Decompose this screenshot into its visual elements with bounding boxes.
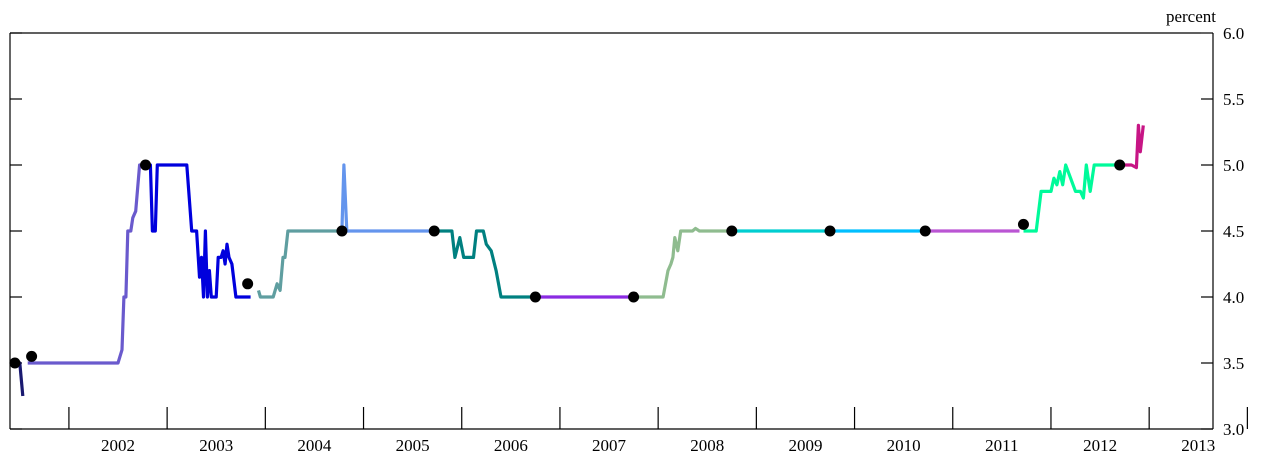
x-tick-label: 2013: [1181, 436, 1215, 455]
series-line: [340, 163, 435, 233]
x-tick-label: 2010: [887, 436, 921, 455]
data-point-marker: [628, 291, 640, 303]
x-tick-label: 2003: [199, 436, 233, 455]
x-tick-label: 2009: [788, 436, 822, 455]
series-line: [434, 229, 536, 299]
data-point-marker: [9, 357, 21, 369]
data-point-marker: [26, 350, 38, 362]
data-point-marker: [242, 278, 254, 290]
series-line: [27, 163, 146, 365]
y-tick-label: 3.5: [1223, 354, 1244, 373]
y-tick-label: 5.0: [1223, 156, 1244, 175]
data-point-marker: [428, 225, 440, 237]
data-point-marker: [140, 159, 152, 171]
series-line: [1119, 123, 1145, 170]
x-tick-label: 2005: [396, 436, 430, 455]
x-tick-label: 2011: [985, 436, 1018, 455]
series-line: [633, 226, 732, 299]
x-tick-label: 2004: [297, 436, 332, 455]
x-tick-label: 2012: [1083, 436, 1117, 455]
series-line: [256, 229, 342, 299]
y-tick-label: 6.0: [1223, 24, 1244, 43]
data-point-marker: [336, 225, 348, 237]
y-tick-label: 4.5: [1223, 222, 1244, 241]
x-axis-ticks: 2002 2003 2004 2005 2006 2007 2008 2009 2010 2011…: [68, 407, 1248, 455]
y-tick-label: 3.0: [1223, 420, 1244, 439]
data-point-marker: [824, 225, 836, 237]
data-point-marker: [529, 291, 541, 303]
x-tick-label: 2002: [101, 436, 135, 455]
data-point-marker: [1017, 218, 1029, 230]
y-tick-label: 5.5: [1223, 90, 1244, 109]
series-line: [145, 163, 251, 299]
data-point-marker: [1114, 159, 1126, 171]
series-layer: [12, 123, 1145, 397]
data-point-marker: [726, 225, 738, 237]
series-line: [1023, 163, 1120, 233]
data-point-marker: [919, 225, 931, 237]
y-axis-unit-label: percent: [1166, 7, 1216, 26]
x-tick-label: 2006: [494, 436, 528, 455]
y-axis-ticks: 3.0 3.5 4.0 4.5 5.0 5.5 6.0: [10, 24, 1244, 439]
x-tick-label: 2008: [690, 436, 724, 455]
y-tick-label: 4.0: [1223, 288, 1244, 307]
x-tick-label: 2007: [592, 436, 627, 455]
marker-layer: [9, 159, 1126, 369]
